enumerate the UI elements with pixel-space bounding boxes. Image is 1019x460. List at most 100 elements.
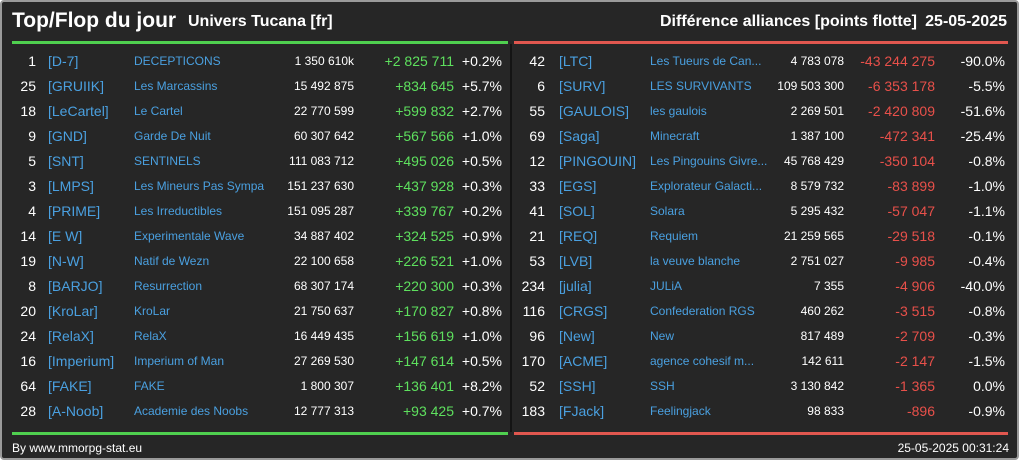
alliance-tag-link[interactable]: [EGS] xyxy=(559,178,597,194)
percent-change: -0.4% xyxy=(968,253,1005,269)
alliance-tag-link[interactable]: [BARJO] xyxy=(48,278,103,294)
alliance-rank: 69 xyxy=(529,128,545,144)
alliance-points: 34 887 402 xyxy=(293,229,354,243)
alliance-tag-link[interactable]: [REQ] xyxy=(559,228,598,244)
alliance-points: 109 503 300 xyxy=(777,79,844,93)
alliance-tag-link[interactable]: [ACME] xyxy=(559,353,608,369)
alliance-tag-link[interactable]: [N-W] xyxy=(48,253,84,269)
alliance-name-link[interactable]: Resurrection xyxy=(134,279,203,293)
percent-change: -0.8% xyxy=(968,153,1005,169)
top-table-row: 4 [PRIME] Les Irreductibles 151 095 287 +339… xyxy=(2,199,510,224)
alliance-name-link[interactable]: Les Irreductibles xyxy=(134,204,223,218)
percent-change: +0.9% xyxy=(461,228,502,244)
alliance-name-link[interactable]: la veuve blanche xyxy=(650,254,741,268)
alliance-name-link[interactable]: KroLar xyxy=(134,304,171,318)
alliance-name-link[interactable]: agence cohesif m... xyxy=(650,354,755,368)
alliance-tag-link[interactable]: [julia] xyxy=(559,278,592,294)
points-change: -9 985 xyxy=(895,253,935,269)
alliance-name-link[interactable]: Minecraft xyxy=(650,129,700,143)
alliance-points: 60 307 642 xyxy=(293,129,354,143)
alliance-tag-link[interactable]: [D-7] xyxy=(48,53,79,69)
flop-table-row: 12 [PINGOUIN] Les Pingouins Givre... 45 768… xyxy=(512,149,1017,174)
alliance-tag-link[interactable]: [GRUIIK] xyxy=(48,78,105,94)
percent-change: -0.1% xyxy=(968,228,1005,244)
column-divider xyxy=(510,44,512,432)
percent-change: +1.0% xyxy=(461,253,502,269)
page-title: Top/Flop du jour xyxy=(12,9,177,32)
points-change: -472 341 xyxy=(879,128,935,144)
alliance-tag-link[interactable]: [LeCartel] xyxy=(48,103,109,119)
alliance-rank: 96 xyxy=(529,328,545,344)
alliance-tag-link[interactable]: [LTC] xyxy=(559,53,593,69)
points-change: -83 899 xyxy=(887,178,935,194)
alliance-tag-link[interactable]: [GAULOIS] xyxy=(559,103,630,119)
top-table-row: 1 [D-7] DECEPTICONS 1 350 610k +2 825 711 +0.… xyxy=(2,49,510,74)
alliance-name-link[interactable]: Requiem xyxy=(650,229,699,243)
alliance-tag-link[interactable]: [FAKE] xyxy=(48,378,92,394)
alliance-tag-link[interactable]: [RelaX] xyxy=(48,328,94,344)
alliance-rank: 41 xyxy=(529,203,545,219)
alliance-tag-link[interactable]: [A-Noob] xyxy=(48,403,104,419)
points-change: -2 147 xyxy=(895,353,935,369)
points-change: +339 767 xyxy=(395,203,454,219)
alliance-tag-link[interactable]: [GND] xyxy=(48,128,87,144)
alliance-name-link[interactable]: Academie des Noobs xyxy=(134,404,249,418)
alliance-name-link[interactable]: Explorateur Galacti... xyxy=(650,179,763,193)
alliance-rank: 33 xyxy=(529,178,545,194)
percent-change: +1.0% xyxy=(461,328,502,344)
alliance-tag-link[interactable]: [KroLar] xyxy=(48,303,98,319)
flop-table-row: 55 [GAULOIS] les gaulois 2 269 501 -2 420 80… xyxy=(512,99,1017,124)
alliance-name-link[interactable]: Les Tueurs de Can... xyxy=(650,54,762,68)
points-change: +226 521 xyxy=(395,253,454,269)
alliance-name-link[interactable]: Les Marcassins xyxy=(134,79,218,93)
percent-change: -5.5% xyxy=(968,78,1005,94)
alliance-name-link[interactable]: JULiA xyxy=(650,279,683,293)
alliance-name-link[interactable]: Le Cartel xyxy=(134,104,183,118)
alliance-name-link[interactable]: New xyxy=(650,329,675,343)
alliance-tag-link[interactable]: [LVB] xyxy=(559,253,593,269)
alliance-name-link[interactable]: LES SURVIVANTS xyxy=(650,79,752,93)
alliance-tag-link[interactable]: [E W] xyxy=(48,228,83,244)
alliance-name-link[interactable]: Garde De Nuit xyxy=(134,129,211,143)
alliance-name-link[interactable]: SENTINELS xyxy=(134,154,201,168)
alliance-tag-link[interactable]: [New] xyxy=(559,328,595,344)
percent-change: +1.0% xyxy=(461,128,502,144)
alliance-tag-link[interactable]: [LMPS] xyxy=(48,178,94,194)
alliance-name-link[interactable]: Confederation RGS xyxy=(650,304,755,318)
alliance-rank: 5 xyxy=(28,153,36,169)
alliance-tag-link[interactable]: [Saga] xyxy=(559,128,600,144)
alliance-rank: 170 xyxy=(521,353,545,369)
alliance-name-link[interactable]: Imperium of Man xyxy=(134,354,225,368)
alliance-name-link[interactable]: Les Mineurs Pas Sympa xyxy=(134,179,265,193)
flop-table-row: 41 [SOL] Solara 5 295 432 -57 047 -1.1% xyxy=(512,199,1017,224)
alliance-tag-link[interactable]: [PINGOUIN] xyxy=(559,153,637,169)
alliance-tag-link[interactable]: [CRGS] xyxy=(559,303,608,319)
alliance-name-link[interactable]: Solara xyxy=(650,204,685,218)
header: Top/Flop du jour Univers Tucana [fr] Dif… xyxy=(2,2,1017,42)
alliance-tag-link[interactable]: [Imperium] xyxy=(48,353,115,369)
percent-change: +0.3% xyxy=(461,278,502,294)
alliance-tag-link[interactable]: [SNT] xyxy=(48,153,84,169)
top-table-row: 9 [GND] Garde De Nuit 60 307 642 +567 566 +1.… xyxy=(2,124,510,149)
alliance-points: 27 269 530 xyxy=(293,354,354,368)
percent-change: -25.4% xyxy=(960,128,1005,144)
alliance-tag-link[interactable]: [FJack] xyxy=(559,403,605,419)
alliance-name-link[interactable]: Les Pingouins Givre... xyxy=(650,154,768,168)
alliance-tag-link[interactable]: [PRIME] xyxy=(48,203,101,219)
alliance-rank: 55 xyxy=(529,103,545,119)
alliance-name-link[interactable]: SSH xyxy=(650,379,675,393)
alliance-name-link[interactable]: Feelingjack xyxy=(650,404,711,418)
alliance-name-link[interactable]: RelaX xyxy=(134,329,167,343)
alliance-name-link[interactable]: Natif de Wezn xyxy=(134,254,210,268)
top-table-row: 28 [A-Noob] Academie des Noobs 12 777 313 +9… xyxy=(2,399,510,424)
alliance-name-link[interactable]: FAKE xyxy=(134,379,165,393)
alliance-name-link[interactable]: les gaulois xyxy=(650,104,707,118)
alliance-tag-link[interactable]: [SSH] xyxy=(559,378,596,394)
alliance-tag-link[interactable]: [SURV] xyxy=(559,78,606,94)
alliance-name-link[interactable]: DECEPTICONS xyxy=(134,54,221,68)
alliance-name-link[interactable]: Experimentale Wave xyxy=(134,229,245,243)
alliance-tag-link[interactable]: [SOL] xyxy=(559,203,595,219)
flop-table-row: 96 [New] New 817 489 -2 709 -0.3% xyxy=(512,324,1017,349)
percent-change: 0.0% xyxy=(973,378,1005,394)
